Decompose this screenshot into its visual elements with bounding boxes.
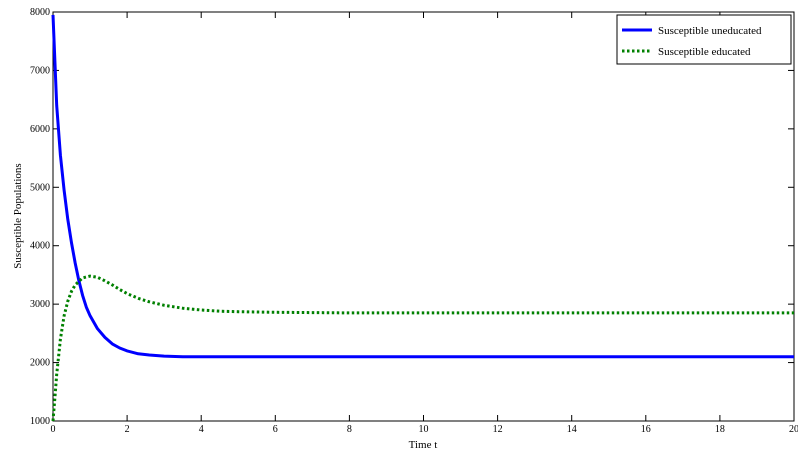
axis-tick-labels: 0 2 4 6 8 10 12 14 16 18 20 1000 2000 3000 4000 5000 600… bbox=[30, 7, 798, 435]
series-line-0 bbox=[51, 14, 794, 359]
x-tick-label: 2 bbox=[125, 424, 130, 435]
legend-label-uneducated: Susceptible uneducated bbox=[658, 25, 762, 37]
y-tick-label: 3000 bbox=[30, 299, 50, 310]
x-tick-label: 6 bbox=[273, 424, 278, 435]
legend-box bbox=[616, 14, 792, 65]
x-tick-label: 14 bbox=[567, 424, 577, 435]
y-axis-title: Susceptible Populations bbox=[12, 163, 24, 268]
legend: Susceptible uneducated Susceptible educa… bbox=[616, 14, 792, 65]
plot-area bbox=[52, 11, 795, 422]
y-tick-label: 1000 bbox=[30, 416, 50, 427]
y-tick-label: 4000 bbox=[30, 241, 50, 252]
series-group bbox=[51, 14, 794, 422]
x-tick-label: 18 bbox=[715, 424, 725, 435]
x-tick-label: 12 bbox=[493, 424, 503, 435]
x-axis-title: Time t bbox=[409, 439, 438, 451]
y-tick-label: 6000 bbox=[30, 124, 50, 135]
x-tick-label: 16 bbox=[641, 424, 651, 435]
y-tick-label: 5000 bbox=[30, 182, 50, 193]
y-tick-label: 2000 bbox=[30, 358, 50, 369]
x-tick-label: 0 bbox=[51, 424, 56, 435]
y-tick-label: 8000 bbox=[30, 7, 50, 18]
x-tick-label: 8 bbox=[347, 424, 352, 435]
legend-label-educated: Susceptible educated bbox=[658, 46, 751, 58]
x-tick-label: 10 bbox=[419, 424, 429, 435]
series-line-1 bbox=[51, 274, 794, 422]
x-tick-label: 4 bbox=[199, 424, 204, 435]
y-tick-label: 7000 bbox=[30, 65, 50, 76]
x-tick-label: 20 bbox=[789, 424, 798, 435]
